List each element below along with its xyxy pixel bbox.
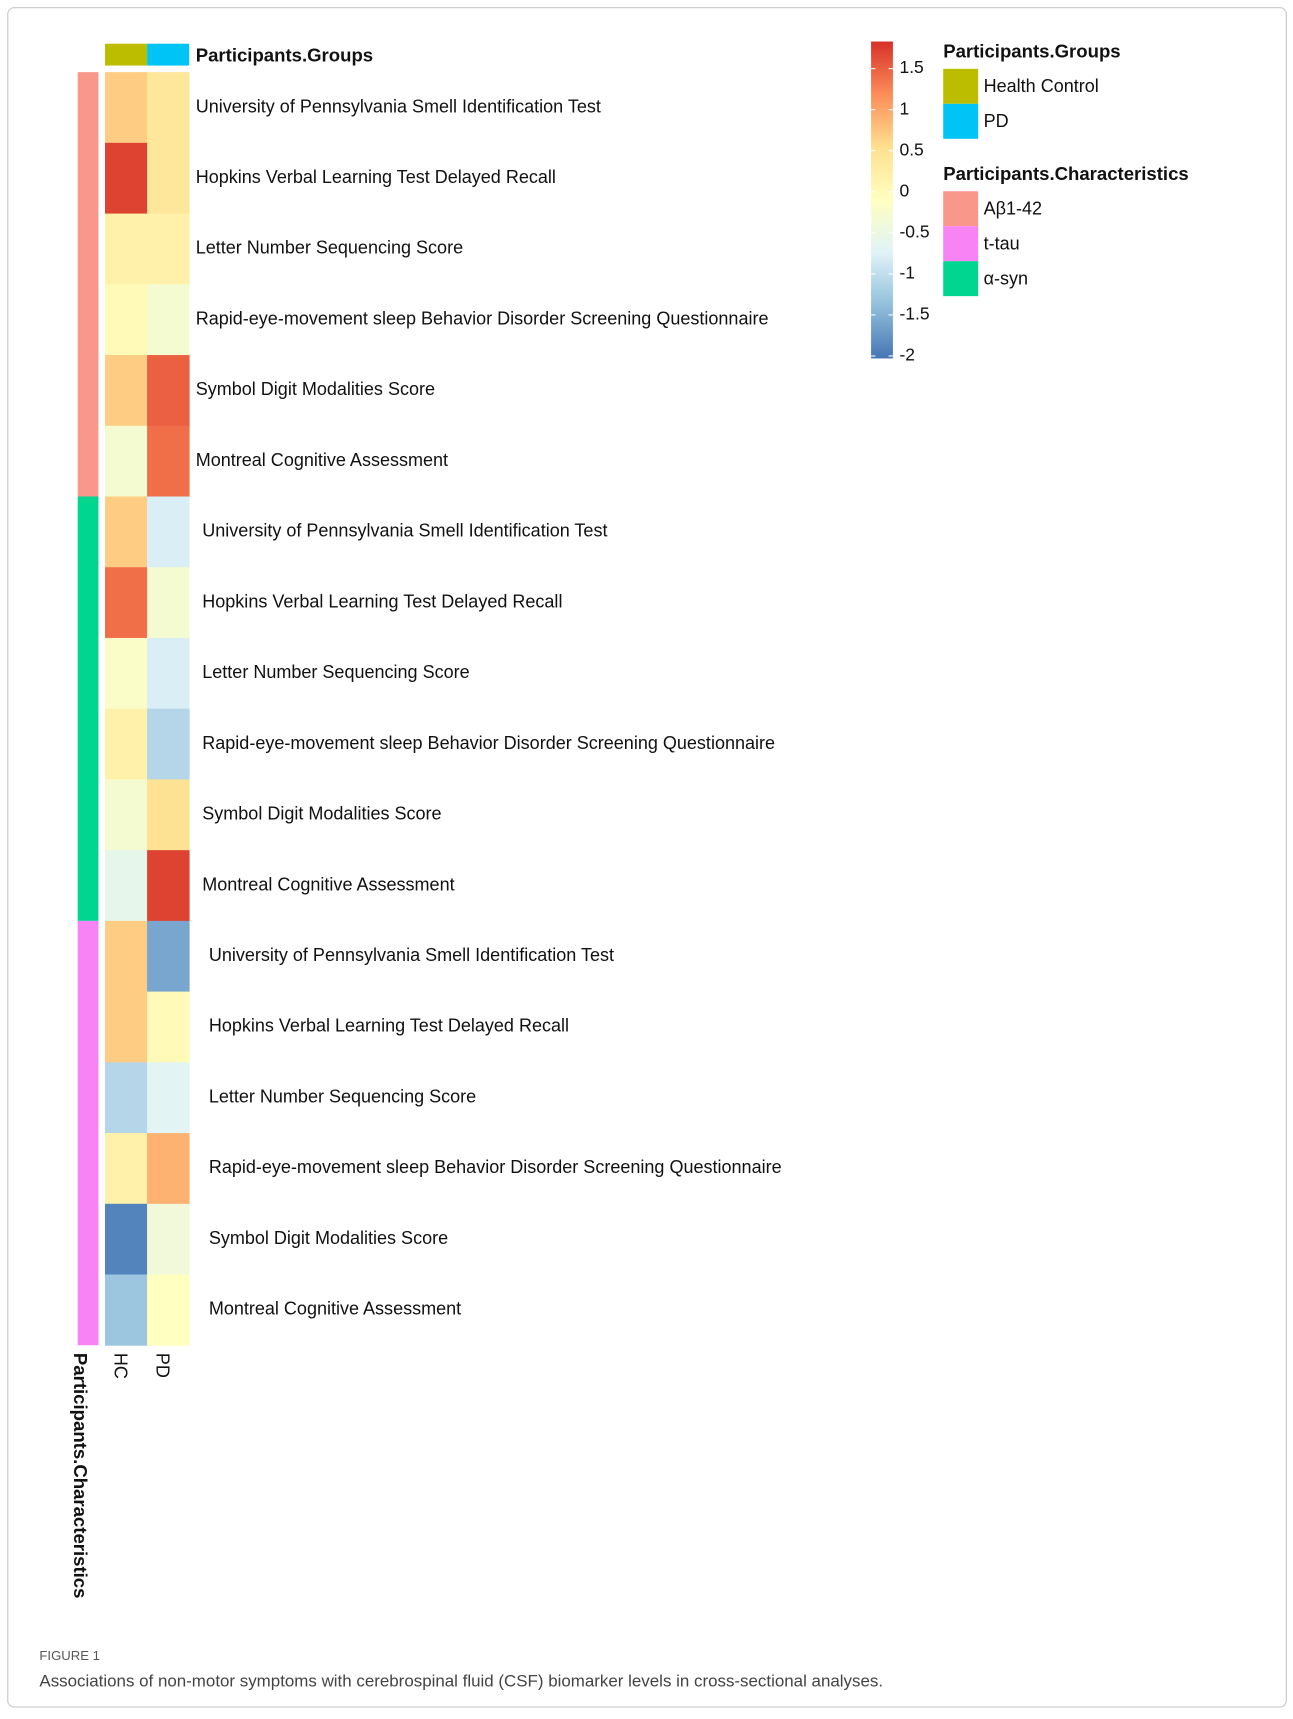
row-annotation-bar [77, 72, 99, 497]
row-label: Letter Number Sequencing Score [196, 238, 463, 258]
heatmap-cell [147, 1274, 190, 1346]
x-tick-label: PD [153, 1353, 173, 1378]
heatmap-cell [105, 708, 148, 780]
colorbar-tick-label: -1 [899, 263, 915, 283]
row-label: Rapid-eye-movement sleep Behavior Disord… [202, 733, 775, 753]
heatmap-cell [105, 779, 148, 851]
row-label: University of Pennsylvania Smell Identif… [202, 521, 607, 541]
heatmap-cell [147, 72, 190, 144]
heatmap-cell [105, 355, 148, 427]
figure-caption: Associations of non-motor symptoms with … [39, 1671, 883, 1690]
row-label: Symbol Digit Modalities Score [209, 1228, 448, 1248]
heatmap-cell [105, 1274, 148, 1346]
heatmap-cell [105, 567, 148, 639]
row-label: University of Pennsylvania Smell Identif… [209, 945, 614, 965]
row-label: Symbol Digit Modalities Score [202, 804, 441, 824]
row-label: Hopkins Verbal Learning Test Delayed Rec… [209, 1016, 569, 1036]
legend-title: Participants.Characteristics [943, 163, 1189, 184]
heatmap-cell [147, 708, 190, 780]
legend-swatch [943, 103, 979, 139]
heatmap-cell [147, 355, 190, 427]
colorbar-tick-label: 1 [899, 98, 909, 118]
row-label: Montreal Cognitive Assessment [202, 874, 454, 894]
heatmap-cell [105, 284, 148, 356]
heatmap-cell [147, 213, 190, 285]
colorbar-tick-label: 0.5 [899, 139, 923, 159]
heatmap-cell [147, 991, 190, 1063]
row-label: Hopkins Verbal Learning Test Delayed Rec… [202, 591, 562, 611]
heatmap-cell [147, 496, 190, 568]
heatmap-cell [105, 213, 148, 285]
heatmap-cell [147, 425, 190, 497]
heatmap-cell [147, 567, 190, 639]
colorbar-tick-label: 0 [899, 180, 909, 200]
legend-title: Participants.Groups [943, 40, 1120, 61]
legend-label: PD [984, 111, 1009, 131]
legend-label: Aβ1-42 [984, 199, 1042, 219]
row-annotation-bar [77, 496, 99, 921]
legend-label: t-tau [984, 234, 1020, 254]
heatmap-cell [147, 779, 190, 851]
figure-border [7, 6, 1287, 1708]
heatmap-cell [147, 850, 190, 922]
row-label: Letter Number Sequencing Score [209, 1086, 476, 1106]
heatmap-cell [105, 496, 148, 568]
legend-label: Health Control [984, 76, 1099, 96]
heatmap-cell [105, 1203, 148, 1275]
heatmap-cell [105, 991, 148, 1063]
row-label: Rapid-eye-movement sleep Behavior Disord… [196, 308, 769, 328]
heatmap-cell [105, 425, 148, 497]
heatmap-cell [147, 1133, 190, 1205]
heatmap-cell [105, 920, 148, 993]
heatmap-cell [147, 284, 190, 356]
legend-swatch [943, 226, 979, 262]
heatmap-cell [147, 1203, 190, 1275]
legend-swatch [943, 68, 979, 104]
figure-label: FIGURE 1 [39, 1648, 99, 1663]
heatmap-cell [105, 72, 148, 144]
row-label: Letter Number Sequencing Score [202, 662, 469, 682]
heatmap-cell [105, 1133, 148, 1205]
colorbar-tick-label: -0.5 [899, 221, 929, 241]
row-annotation-title: Participants.Characteristics [70, 1353, 91, 1599]
colorbar-tick-label: -2 [899, 345, 915, 365]
legend-label: α-syn [984, 269, 1028, 289]
heatmap-cell [147, 637, 190, 710]
column-annotation-cell [147, 43, 190, 66]
heatmap-cell [147, 920, 190, 993]
heatmap-cell [105, 1062, 148, 1134]
heatmap-cell [147, 142, 190, 215]
heatmap-cell [105, 142, 148, 215]
row-label: Montreal Cognitive Assessment [209, 1299, 461, 1319]
column-annotation-title: Participants.Groups [196, 45, 373, 66]
column-annotation-cell [105, 43, 148, 66]
heatmap-cell [105, 850, 148, 922]
row-label: Rapid-eye-movement sleep Behavior Disord… [209, 1157, 782, 1177]
legend-swatch [943, 191, 979, 227]
legend-swatch [943, 261, 979, 297]
colorbar-tick-label: -1.5 [899, 304, 929, 324]
row-label: Montreal Cognitive Assessment [196, 450, 448, 470]
heatmap-cell [147, 1062, 190, 1134]
row-label: Symbol Digit Modalities Score [196, 379, 435, 399]
heatmap-cell [105, 637, 148, 710]
row-label: University of Pennsylvania Smell Identif… [196, 96, 601, 116]
x-tick-label: HC [110, 1353, 130, 1379]
row-annotation-bar [77, 920, 99, 1346]
row-label: Hopkins Verbal Learning Test Delayed Rec… [196, 167, 556, 187]
colorbar-tick-label: 1.5 [899, 57, 923, 77]
colorbar [871, 41, 893, 359]
